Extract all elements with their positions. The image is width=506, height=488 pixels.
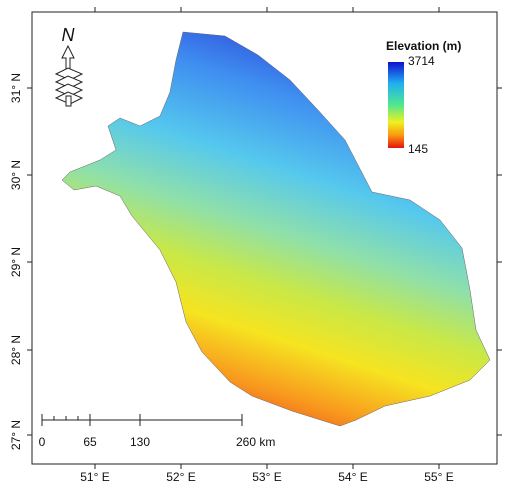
legend-title: Elevation (m) — [386, 39, 461, 53]
scale-label: 65 — [83, 435, 97, 449]
legend-max: 3714 — [408, 54, 435, 68]
lon-label: 55° E — [424, 470, 453, 484]
map-frame — [31, 11, 498, 465]
lon-label: 51° E — [80, 470, 109, 484]
elevation-region — [61, 31, 491, 427]
lat-label: 28° N — [9, 335, 23, 365]
scale-label: 260 km — [236, 435, 275, 449]
lon-label: 54° E — [338, 470, 367, 484]
legend-min: 145 — [408, 142, 428, 156]
lat-label: 30° N — [9, 160, 23, 190]
north-arrow — [54, 44, 84, 107]
scale-bar — [41, 414, 243, 426]
north-label: N — [62, 25, 76, 45]
lat-label: 29° N — [9, 247, 23, 277]
legend-colorbar — [388, 62, 404, 148]
lon-label: 52° E — [166, 470, 195, 484]
lon-label: 53° E — [252, 470, 281, 484]
lat-label: 27° N — [9, 420, 23, 450]
scale-label: 130 — [130, 435, 150, 449]
frame-ticks — [27, 7, 502, 469]
lat-label: 31° N — [9, 73, 23, 103]
scale-label: 0 — [39, 435, 46, 449]
